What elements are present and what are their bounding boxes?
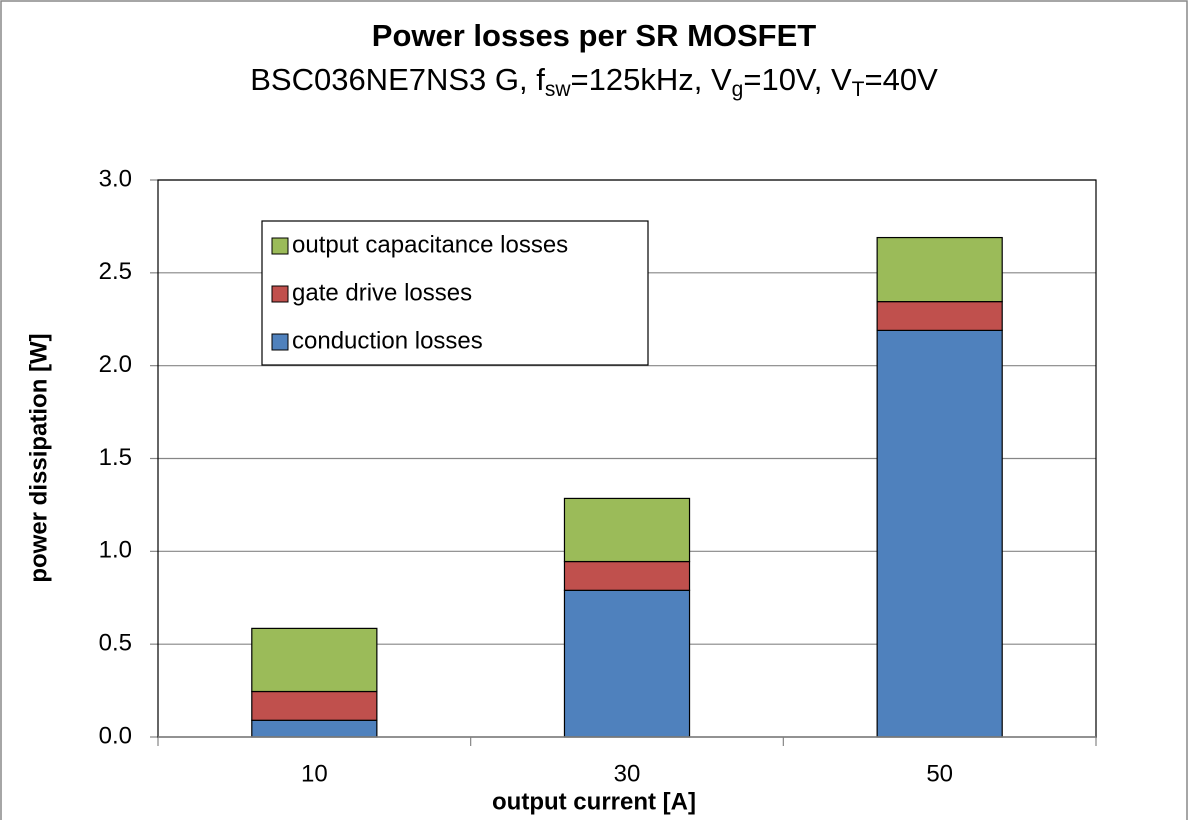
x-tick-label: 50 (926, 760, 953, 787)
bar-segment (251, 719, 378, 738)
legend-box (261, 220, 649, 366)
chart-subtitle: BSC036NE7NS3 G, fsw=125kHz, Vg=10V, VT=4… (250, 62, 938, 100)
subscript: g (732, 78, 744, 101)
legend-swatch (271, 285, 289, 303)
subtitle-part: BSC036NE7NS3 G, f (250, 62, 545, 97)
y-axis-label: power dissipation [W] (25, 333, 52, 582)
subtitle-part: =40V (865, 62, 939, 97)
bar-segment (251, 690, 378, 721)
bar-segment (876, 301, 1003, 331)
bar-segment (876, 236, 1003, 303)
chart-title: Power losses per SR MOSFET (372, 18, 817, 53)
y-tick-label: 0.0 (99, 722, 132, 749)
x-tick-label: 30 (614, 760, 641, 787)
y-tick-label: 0.5 (99, 630, 132, 657)
bar-segment (563, 497, 691, 563)
y-tick-label: 2.5 (99, 258, 132, 285)
subscript: T (852, 78, 865, 101)
y-tick-label: 1.5 (99, 444, 132, 471)
x-axis-label: output current [A] (492, 788, 696, 815)
legend-swatch (271, 237, 289, 255)
legend-swatch (271, 333, 289, 351)
legend-label: conduction losses (292, 327, 483, 354)
bar-segment (563, 589, 691, 738)
x-tick-label: 10 (301, 760, 328, 787)
legend-label: gate drive losses (292, 279, 472, 306)
legend-label: output capacitance losses (292, 231, 568, 258)
bar-segment (876, 329, 1003, 738)
subscript: sw (545, 78, 572, 101)
y-tick-label: 3.0 (99, 165, 132, 192)
y-tick-label: 1.0 (99, 537, 132, 564)
subtitle-part: =10V, V (743, 62, 852, 97)
bar-segment (251, 627, 378, 693)
subtitle-part: =125kHz, V (571, 62, 732, 97)
bar-segment (563, 560, 691, 591)
y-tick-label: 2.0 (99, 351, 132, 378)
